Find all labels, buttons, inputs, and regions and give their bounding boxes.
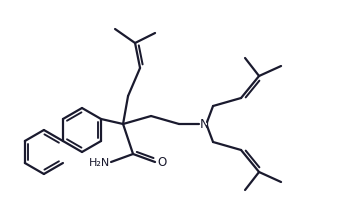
Text: H₂N: H₂N — [89, 158, 110, 168]
Text: N: N — [199, 117, 209, 131]
Text: O: O — [157, 156, 167, 168]
